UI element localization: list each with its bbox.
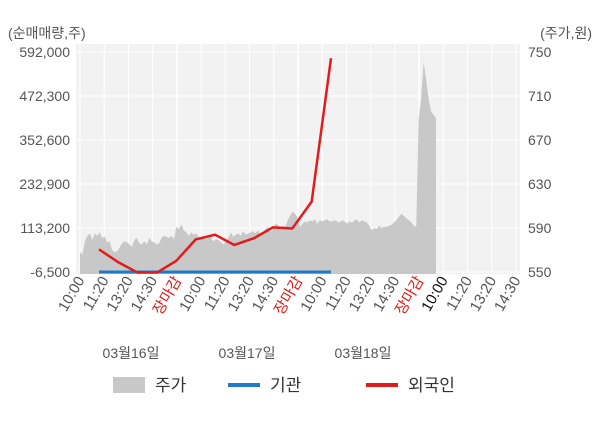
legend: 주가 기관 외국인 — [113, 376, 455, 395]
left-tick-label: 472,300 — [19, 88, 70, 104]
series-lines-layer — [98, 58, 333, 274]
left-tick-label: 592,000 — [19, 44, 70, 60]
right-tick-label: 630 — [528, 176, 552, 192]
date-label: 03월17일 — [219, 345, 276, 361]
right-tick-label: 710 — [528, 88, 552, 104]
right-axis-unit: (주가,원) — [540, 25, 592, 41]
right-axis-ticks: 750 710 670 630 590 550 — [528, 44, 552, 280]
left-tick-label: -6,500 — [30, 264, 70, 280]
foreign-line — [98, 58, 333, 274]
date-label: 03월16일 — [103, 345, 160, 361]
legend-label: 주가 — [155, 376, 187, 395]
legend-swatch-price — [113, 377, 145, 393]
right-tick-label: 670 — [528, 132, 552, 148]
legend-swatch-institution — [228, 383, 260, 387]
left-axis-unit: (순매매량,주) — [8, 25, 86, 41]
x-axis-ticks: 10:0011:2013:2014:30장마감10:0011:2013:2014… — [55, 273, 524, 318]
legend-label: 기관 — [270, 376, 301, 395]
right-tick-label: 550 — [528, 264, 552, 280]
right-tick-label: 590 — [528, 220, 552, 236]
legend-swatch-foreign — [366, 383, 398, 387]
price-area — [80, 61, 436, 275]
price-area-layer — [80, 61, 436, 275]
date-labels: 03월16일 03월17일 03월18일 — [103, 345, 392, 361]
left-tick-label: 113,200 — [20, 220, 70, 236]
date-label: 03월18일 — [335, 345, 392, 361]
left-tick-label: 232,900 — [19, 176, 70, 192]
left-axis-ticks: 592,000 472,300 352,600 232,900 113,200 -6,50… — [19, 44, 70, 280]
legend-label: 외국인 — [408, 376, 455, 395]
left-tick-label: 352,600 — [19, 132, 70, 148]
right-tick-label: 750 — [528, 44, 552, 60]
